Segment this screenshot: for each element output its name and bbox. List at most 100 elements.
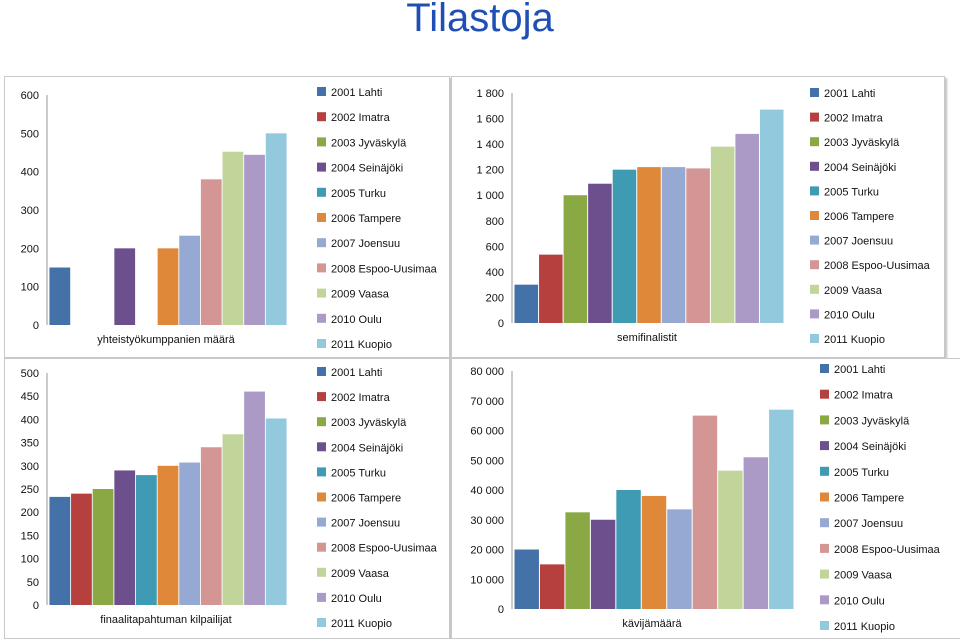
legend-label: 2006 Tampere <box>331 493 401 505</box>
y-tick-label: 450 <box>21 391 39 403</box>
legend-label: 2005 Turku <box>331 188 386 200</box>
legend-label: 2001 Lahti <box>834 364 885 376</box>
legend-swatch <box>317 467 326 477</box>
legend-label: 2006 Tampere <box>331 213 401 225</box>
y-tick-label: 1 800 <box>476 88 504 100</box>
legend-label: 2009 Vaasa <box>331 568 390 580</box>
y-tick-label: 600 <box>486 241 504 253</box>
chart-panel-yhteistyokumppanit: 0 100 200 300 400 500 600 yhteistyökumppanien m… <box>4 76 450 358</box>
legend-label: 2008 Espoo-Uusimaa <box>331 543 438 555</box>
legend-label: 2003 Jyväskylä <box>331 137 407 149</box>
x-axis-label: yhteistyökumppanien määrä <box>97 334 235 346</box>
legend-label: 2004 Seinäjöki <box>834 441 906 453</box>
legend-swatch <box>810 211 819 220</box>
legend-label: 2005 Turku <box>331 467 386 479</box>
y-tick-label: 50 <box>27 577 39 589</box>
bar <box>565 512 590 609</box>
legend-swatch <box>317 339 326 348</box>
legend-label: 2001 Lahti <box>331 87 382 99</box>
legend-label: 2002 Imatra <box>834 390 894 402</box>
legend-swatch <box>317 238 326 248</box>
chart-panel-finaalikilpailijat: 0 50 100 150 200 250 300 350 400 450 500 finaalitap… <box>4 358 450 639</box>
y-tick-label: 0 <box>33 600 39 612</box>
bar <box>114 248 136 325</box>
legend-label: 2010 Oulu <box>824 309 875 321</box>
legend-swatch <box>820 466 829 476</box>
legend-label: 2004 Seinäjöki <box>331 442 403 454</box>
bar-chart: 0 200 400 600 800 1 000 1 200 1 400 1 600 1 800 se… <box>476 88 931 346</box>
bar <box>244 154 265 325</box>
bar <box>539 564 565 609</box>
y-tick-label: 600 <box>21 90 39 102</box>
legend-label: 2011 Kuopio <box>834 621 895 633</box>
legend-swatch <box>810 137 819 147</box>
y-tick-label: 100 <box>21 554 39 566</box>
legend-swatch <box>317 263 326 273</box>
legend-label: 2008 Espoo-Uusimaa <box>834 544 941 556</box>
y-tick-label: 200 <box>486 292 504 304</box>
y-tick-label: 200 <box>21 243 39 255</box>
page-title: Tilastoja <box>406 0 554 40</box>
y-tick-label: 500 <box>21 128 39 140</box>
y-tick-label: 400 <box>486 267 504 279</box>
bar <box>265 418 287 605</box>
legend-label: 2007 Joensuu <box>331 518 400 530</box>
bar <box>244 391 265 605</box>
bar <box>692 415 718 609</box>
legend-swatch <box>317 618 326 627</box>
legend-swatch <box>317 213 326 222</box>
legend-label: 2007 Joensuu <box>331 238 400 250</box>
bar <box>71 493 92 605</box>
bar <box>743 457 769 609</box>
bar <box>710 146 735 323</box>
legend-label: 2008 Espoo-Uusimaa <box>824 260 931 272</box>
y-tick-label: 1 000 <box>476 190 504 202</box>
y-tick-label: 800 <box>486 216 504 228</box>
y-tick-label: 300 <box>21 205 39 217</box>
legend-swatch <box>317 492 326 502</box>
legend-swatch <box>810 309 819 319</box>
bar <box>92 489 114 605</box>
y-tick-label: 200 <box>21 507 39 519</box>
legend-label: 2002 Imatra <box>824 113 884 125</box>
legend-label: 2009 Vaasa <box>834 570 893 582</box>
y-tick-label: 20 000 <box>470 545 504 557</box>
legend-swatch <box>820 389 829 399</box>
legend-label: 2006 Tampere <box>834 493 904 505</box>
legend-swatch <box>317 517 326 527</box>
legend-swatch <box>820 415 829 425</box>
legend-label: 2010 Oulu <box>834 595 885 607</box>
legend-swatch <box>810 334 819 343</box>
bar <box>200 179 222 325</box>
legend-swatch <box>317 187 326 197</box>
legend-label: 2007 Joensuu <box>834 518 903 530</box>
bar-chart: 0 50 100 150 200 250 300 350 400 450 500 finaalitap… <box>21 367 438 630</box>
bar <box>637 167 661 323</box>
bar <box>135 475 157 605</box>
legend-label: 2005 Turku <box>824 186 879 198</box>
legend-swatch <box>317 417 326 427</box>
y-tick-label: 30 000 <box>470 515 504 527</box>
y-tick-label: 70 000 <box>470 396 504 408</box>
legend-swatch <box>317 288 326 298</box>
bar <box>222 151 244 325</box>
legend-swatch <box>317 137 326 147</box>
legend-label: 2002 Imatra <box>331 112 391 124</box>
bar <box>539 254 563 323</box>
legend-label: 2001 Lahti <box>331 367 382 379</box>
y-tick-label: 80 000 <box>470 366 504 378</box>
y-tick-label: 10 000 <box>470 574 504 586</box>
bar <box>759 109 784 323</box>
legend-swatch <box>810 260 819 270</box>
y-tick-label: 1 600 <box>476 114 504 126</box>
y-tick-label: 100 <box>21 282 39 294</box>
bar <box>514 549 539 609</box>
bar <box>179 235 201 325</box>
legend-swatch <box>317 112 326 122</box>
legend-label: 2010 Oulu <box>331 593 382 605</box>
legend-swatch <box>317 542 326 552</box>
y-tick-label: 350 <box>21 438 39 450</box>
y-tick-label: 0 <box>33 320 39 332</box>
legend-swatch <box>820 492 829 502</box>
bar <box>641 495 667 609</box>
